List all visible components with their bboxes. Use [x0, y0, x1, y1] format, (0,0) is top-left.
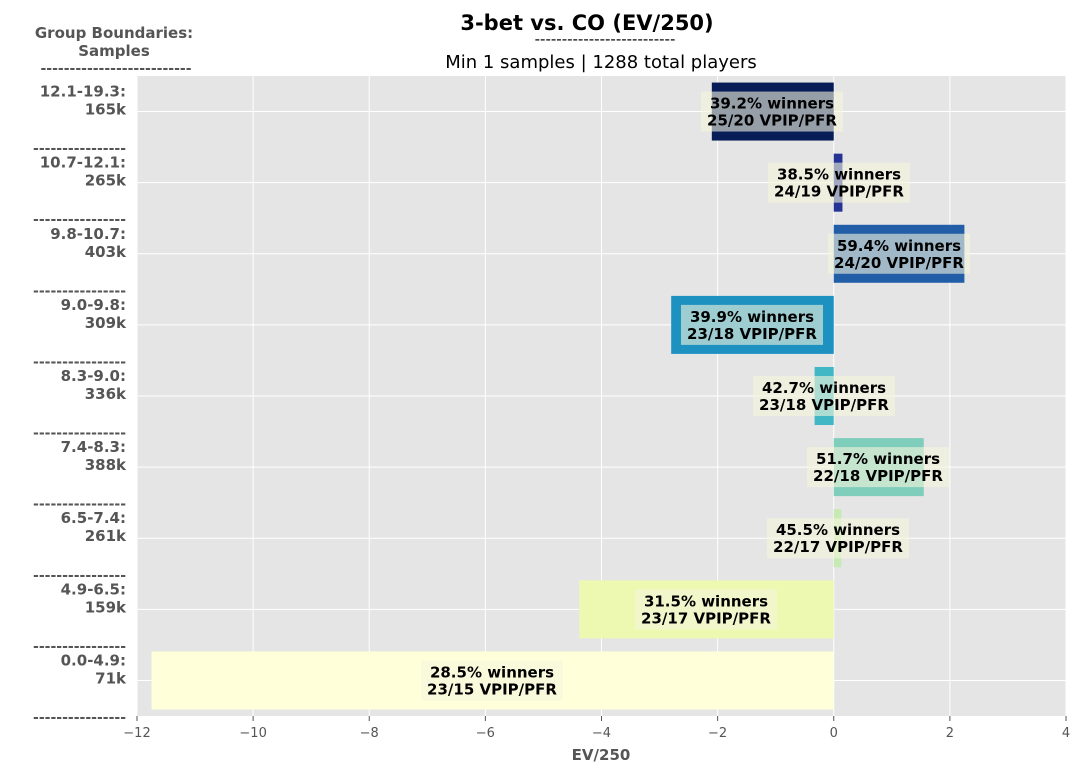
group-range-label: 7.4-8.3: — [61, 438, 126, 456]
bar-annotation-box — [421, 660, 563, 701]
x-ticks: −12 −10 −8 −6 −4 −2 0 2 4 — [123, 716, 1070, 741]
bar-annotation-box — [807, 447, 949, 488]
group-range-label: 8.3-9.0: — [61, 367, 126, 385]
x-tick-label: −10 — [239, 726, 266, 741]
bar-winners-label: 45.5% winners — [776, 521, 900, 539]
bar-winners-label: 59.4% winners — [837, 237, 961, 255]
group-divider: ---------------- — [33, 141, 126, 157]
bar-winners-label: 38.5% winners — [777, 166, 901, 184]
bar-annotation-box — [828, 233, 970, 274]
group-range-label: 12.1-19.3: — [40, 83, 126, 101]
x-axis-label: EV/250 — [572, 746, 631, 764]
group-divider: ---------------- — [33, 426, 126, 442]
bar-vpip-label: 22/18 VPIP/PFR — [813, 467, 943, 485]
group-range-label: 9.8-10.7: — [50, 225, 126, 243]
group-samples-label: 71k — [95, 669, 127, 687]
x-tick-label: −12 — [123, 726, 150, 741]
group-samples-label: 159k — [85, 598, 127, 616]
bar-winners-label: 31.5% winners — [644, 592, 768, 610]
group-range-label: 10.7-12.1: — [40, 154, 126, 172]
group-divider: ---------------- — [33, 639, 126, 655]
boundary-heading-rule: -------------------------- — [40, 61, 191, 77]
x-tick-label: −2 — [708, 726, 727, 741]
group-divider: ---------------- — [33, 354, 126, 370]
bar-vpip-label: 24/20 VPIP/PFR — [834, 254, 964, 272]
bar-vpip-label: 23/18 VPIP/PFR — [759, 396, 889, 414]
bar-annotation-box — [768, 162, 910, 203]
bar-vpip-label: 23/17 VPIP/PFR — [641, 609, 771, 627]
x-tick-label: 0 — [830, 726, 838, 741]
x-tick-label: 2 — [946, 726, 954, 741]
group-samples-label: 403k — [85, 243, 127, 261]
group-divider: ---------------- — [33, 568, 126, 584]
boundary-heading: Group Boundaries: — [35, 24, 193, 42]
bar-vpip-label: 24/19 VPIP/PFR — [774, 183, 904, 201]
bar-vpip-label: 23/15 VPIP/PFR — [427, 680, 557, 698]
group-divider: ---------------- — [33, 212, 126, 228]
group-divider: ---------------- — [33, 710, 126, 726]
bar-winners-label: 42.7% winners — [762, 379, 886, 397]
group-range-label: 6.5-7.4: — [61, 509, 126, 527]
bar-annotation-box — [753, 376, 895, 416]
bar-winners-label: 28.5% winners — [430, 663, 554, 681]
x-tick-label: −6 — [476, 726, 495, 741]
group-samples-label: 309k — [85, 314, 127, 332]
group-range-label: 9.0-9.8: — [61, 296, 126, 314]
bar-winners-label: 39.2% winners — [710, 95, 834, 113]
chart-title-rule: -------------------------- — [535, 30, 676, 48]
bar-vpip-label: 22/17 VPIP/PFR — [773, 538, 903, 556]
bar-annotation-box — [767, 518, 909, 559]
group-samples-label: 336k — [85, 385, 127, 403]
x-tick-label: −8 — [360, 726, 379, 741]
group-range-label: 0.0-4.9: — [61, 651, 126, 669]
bar-annotation-box — [701, 91, 843, 132]
group-samples-label: 165k — [85, 101, 127, 119]
bar-winners-label: 51.7% winners — [816, 450, 940, 468]
group-labels: 12.1-19.3:165k----------------10.7-12.1:… — [33, 83, 127, 726]
bar-annotation-box — [635, 589, 777, 630]
group-samples-label: 388k — [85, 456, 127, 474]
chart-title: 3-bet vs. CO (EV/250) — [460, 11, 713, 35]
bar-vpip-label: 23/18 VPIP/PFR — [687, 325, 817, 343]
x-tick-label: 4 — [1062, 726, 1070, 741]
chart-subtitle: Min 1 samples | 1288 total players — [445, 52, 757, 73]
bar-annotation-box — [681, 304, 823, 345]
group-divider: ---------------- — [33, 497, 126, 513]
group-range-label: 4.9-6.5: — [61, 580, 126, 598]
boundary-heading-samples: Samples — [78, 42, 150, 60]
x-tick-label: −4 — [592, 726, 611, 741]
bar-vpip-label: 25/20 VPIP/PFR — [707, 112, 837, 130]
group-divider: ---------------- — [33, 283, 126, 299]
group-samples-label: 265k — [85, 172, 127, 190]
group-samples-label: 261k — [85, 527, 127, 545]
bar-winners-label: 39.9% winners — [690, 308, 814, 326]
